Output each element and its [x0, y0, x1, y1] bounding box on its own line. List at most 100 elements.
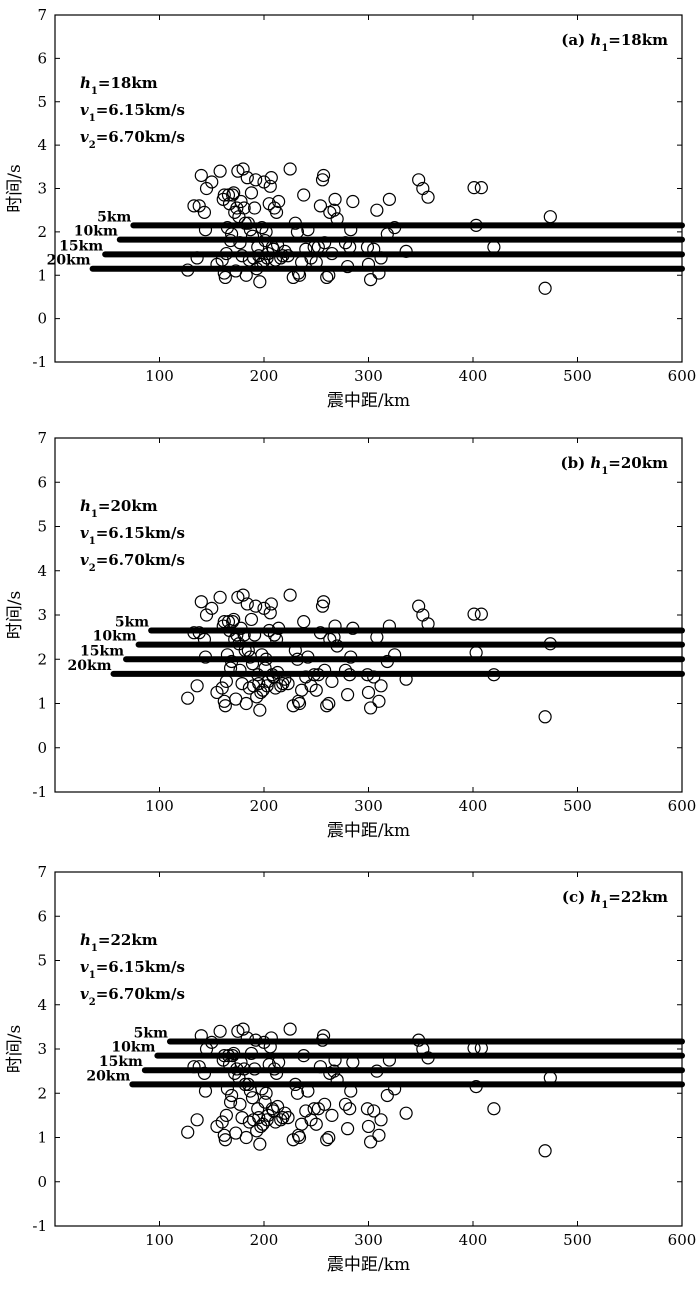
data-point	[283, 162, 297, 176]
param-line-part-1: 1	[91, 86, 98, 97]
data-point	[372, 694, 386, 708]
param-line-part-1: 2	[89, 140, 96, 151]
param-line-part-2: =18km	[98, 74, 158, 92]
y-tick-label: 2	[37, 1084, 47, 1102]
data-point	[223, 1095, 238, 1109]
data-point	[213, 1024, 227, 1038]
x-axis-label: 震中距/km	[327, 391, 410, 411]
x-tick-label: 200	[250, 367, 279, 385]
depth-line-label: 5km	[115, 614, 149, 630]
data-point	[380, 1088, 394, 1103]
data-point	[363, 1135, 378, 1149]
y-axis-label: 时间/s	[5, 1025, 25, 1073]
data-point	[341, 1122, 355, 1136]
x-tick-label: 300	[354, 797, 383, 815]
panel-title-part-1: h	[590, 888, 601, 906]
data-point	[327, 203, 341, 217]
y-tick-label: 1	[37, 695, 47, 713]
data-point	[297, 615, 311, 629]
panel-title-part-0: (a)	[561, 31, 590, 49]
param-line-part-2: =6.15km/s	[96, 958, 185, 976]
y-tick-label: 0	[37, 1173, 47, 1191]
y-tick-label: 7	[37, 6, 47, 24]
data-point	[374, 1113, 388, 1127]
plot-frame	[54, 14, 683, 363]
panel-title-part-0: (b)	[561, 454, 591, 472]
data-point	[194, 168, 208, 183]
x-tick-label: 400	[459, 1231, 488, 1249]
param-line-part-2: =6.70km/s	[96, 985, 185, 1003]
data-point	[328, 192, 342, 206]
data-point	[260, 1113, 274, 1127]
data-point	[274, 1113, 288, 1127]
y-tick-label: 3	[37, 180, 47, 198]
y-axis-label: 时间/s	[5, 164, 25, 212]
data-point	[219, 1108, 233, 1122]
param-line-part-1: 2	[89, 563, 96, 574]
param-line-part-0: h	[80, 497, 91, 515]
depth-line-label: 15km	[59, 238, 103, 254]
y-tick-label: 5	[37, 518, 47, 536]
data-point	[253, 275, 267, 289]
data-point	[252, 1110, 266, 1125]
data-point	[263, 179, 277, 193]
data-point	[538, 281, 552, 295]
param-line-part-1: 1	[91, 509, 98, 520]
data-point	[412, 599, 426, 613]
y-tick-label: -1	[32, 783, 47, 801]
param-line: v1=6.15km/s	[80, 958, 185, 981]
y-tick-label: -1	[32, 353, 47, 371]
data-point	[187, 199, 201, 213]
data-point	[299, 1104, 313, 1118]
data-point	[474, 607, 488, 621]
depth-line-label: 5km	[134, 1025, 168, 1041]
param-line-part-1: 1	[89, 536, 96, 547]
data-point	[215, 1115, 229, 1129]
panel-a: 100 200 300 400 500 600 -1 0 1 2 3 4 5 6 7 震中距/km 时间/s 5k…	[5, 6, 696, 411]
data-point	[316, 595, 331, 609]
panel-title: (c) h1=22km	[562, 888, 668, 911]
data-point	[399, 1106, 413, 1120]
y-tick-label: 6	[37, 473, 47, 491]
param-line: v1=6.15km/s	[80, 524, 185, 547]
panel-title-part-1: h	[590, 454, 601, 472]
data-point	[227, 612, 241, 627]
data-point	[240, 171, 254, 185]
data-point	[249, 599, 263, 613]
param-line-part-2: =6.70km/s	[96, 551, 185, 569]
data-point	[361, 1119, 376, 1134]
data-point	[244, 186, 259, 200]
x-tick-label: 400	[459, 797, 488, 815]
data-point	[382, 192, 396, 206]
data-point	[474, 181, 488, 195]
data-point	[236, 1022, 250, 1036]
x-tick-label: 400	[459, 367, 488, 385]
data-point	[281, 676, 295, 691]
panel-title-part-1: h	[590, 31, 601, 49]
depth-line-label: 15km	[99, 1054, 143, 1070]
param-line-part-0: v	[80, 101, 89, 119]
data-point	[292, 1130, 307, 1145]
data-point	[253, 703, 267, 717]
param-line-part-2: =22km	[98, 931, 158, 949]
x-tick-label: 600	[668, 1231, 697, 1249]
depth-line-label: 20km	[68, 658, 112, 674]
data-point	[487, 240, 501, 254]
data-point	[218, 699, 232, 713]
param-line-part-0: v	[80, 985, 89, 1003]
data-point	[320, 270, 334, 285]
param-line-part-0: h	[80, 931, 91, 949]
y-tick-label: 4	[37, 562, 47, 580]
data-point	[251, 1102, 265, 1116]
panel-title-part-3: =20km	[608, 454, 668, 472]
data-point	[190, 1113, 204, 1127]
data-point	[309, 683, 323, 697]
data-point	[247, 201, 262, 215]
data-point	[320, 1133, 334, 1147]
data-point	[421, 190, 435, 204]
data-point	[374, 679, 388, 693]
x-tick-label: 600	[668, 367, 697, 385]
data-point	[322, 696, 336, 711]
data-point	[239, 696, 253, 711]
